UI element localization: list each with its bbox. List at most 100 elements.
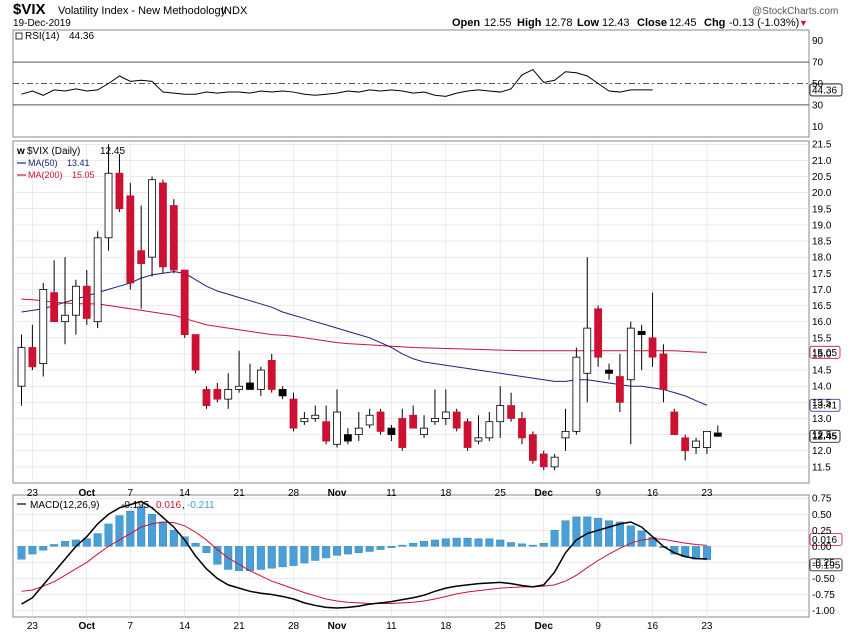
price-x-label-1: Oct <box>78 488 95 499</box>
close-value-box-label: 12.45 <box>812 432 837 443</box>
macd-tick-label-4: 0.00 <box>812 542 832 553</box>
macd-x-label-2: 7 <box>128 621 134 632</box>
price-tick-label-8: 15.5 <box>812 333 832 344</box>
ma50-value-label: 13.41 <box>67 158 90 168</box>
candle-body <box>354 427 363 436</box>
price-tick-label-7: 15.0 <box>812 349 832 360</box>
candle-body <box>256 369 265 390</box>
macd-hist-bar-10 <box>126 510 135 547</box>
candle-40 <box>452 408 461 432</box>
candle-body <box>289 398 298 429</box>
price-x-label-9: 25 <box>495 488 507 499</box>
candle-body <box>659 353 668 390</box>
rsi-tick-label-4: 90 <box>812 36 824 47</box>
candle-61 <box>681 434 690 461</box>
candle-3 <box>50 260 59 323</box>
macd-hist-bar-22 <box>256 546 265 570</box>
macd-value-box <box>809 558 843 572</box>
macd-value-box-label: -0.195 <box>812 560 841 571</box>
candle-43 <box>485 412 494 442</box>
macd-hist-bar-9 <box>115 515 124 547</box>
chg-label: Chg <box>704 17 725 29</box>
candle-34 <box>387 424 396 442</box>
price-tick-label-10: 16.5 <box>812 301 832 312</box>
macd-x-label-11: 9 <box>595 621 601 632</box>
candle-41 <box>463 418 472 451</box>
rsi-value-box-label: 44.36 <box>812 85 837 96</box>
candle-body <box>213 389 222 400</box>
candle-body <box>474 437 483 442</box>
macd-hist-bar-1 <box>28 546 37 555</box>
header-symbol: $VIX <box>13 1 46 18</box>
candle-body <box>169 205 178 271</box>
candle-legend-icon: w <box>16 146 25 157</box>
signal-value-box <box>809 532 843 546</box>
header-date: 19-Dec-2019 <box>13 18 71 29</box>
macd-hist-bar-12 <box>148 514 157 547</box>
low-value: 12.43 <box>602 17 630 29</box>
candle-59 <box>659 344 668 403</box>
candle-12 <box>148 176 156 277</box>
candle-39 <box>441 389 450 425</box>
chg-value: -0.13 (-1.03%) <box>729 17 799 29</box>
price-x-label-0: 23 <box>27 488 39 499</box>
macd-x-label-5: 28 <box>288 621 300 632</box>
price-tick-label-0: 11.5 <box>812 462 831 473</box>
candles: 15.05 13.41 12.45 <box>17 144 841 471</box>
candle-body <box>246 382 254 390</box>
candle-body <box>93 237 102 323</box>
macd-x-label-10: Dec <box>535 621 554 632</box>
macd-x-label-4: 21 <box>234 621 246 632</box>
candle-body <box>398 418 407 448</box>
candle-body <box>485 421 494 439</box>
candle-body <box>528 434 537 461</box>
macd-x-label-6: Nov <box>328 621 347 632</box>
macd-hist-bar-13 <box>158 521 167 547</box>
macd-hist-bar-37 <box>420 541 429 547</box>
price-x-label-8: 18 <box>440 488 452 499</box>
candle-body <box>343 434 352 442</box>
macd-hist-bar-43 <box>485 538 494 547</box>
candle-body <box>605 369 613 374</box>
axes: 10 30 50 70 90 11.5 12.0 12.5 13.0 13.5 14.0 14.5 15… <box>27 36 835 632</box>
candle-body <box>583 327 592 374</box>
candle-body <box>431 418 439 423</box>
rsi-tick-label-2: 50 <box>812 79 824 90</box>
candle-60 <box>670 408 679 436</box>
ma50-value-box-label: 13.41 <box>812 401 837 412</box>
quote-line: Open 12.55 High 12.78 Low 12.43 Close 12… <box>452 17 808 29</box>
price-tick-label-20: 21.5 <box>812 140 832 151</box>
macd-hist-bar-6 <box>82 538 91 547</box>
macd-hist-bar-32 <box>365 546 374 552</box>
macd-hist-bar-47 <box>528 544 537 547</box>
macd-tick-label-2: -0.50 <box>812 574 835 585</box>
macd-hist-bar-46 <box>517 543 526 547</box>
macd-x-label-7: 11 <box>386 621 397 632</box>
macd-tick-label-7: 0.75 <box>812 494 832 505</box>
candle-body <box>50 292 59 323</box>
macd-tick-label-6: 0.50 <box>812 510 832 521</box>
candle-16 <box>191 334 200 374</box>
candle-body <box>409 414 418 429</box>
macd-tick-label-0: -1.00 <box>812 606 835 617</box>
price-tick-label-1: 12.0 <box>812 446 832 457</box>
candle-body <box>104 172 113 239</box>
candle-35 <box>398 408 407 451</box>
candle-body <box>224 389 233 400</box>
candle-body <box>507 405 516 419</box>
price-tick-label-12: 17.5 <box>812 269 832 280</box>
macd-hist-bar-2 <box>39 546 48 551</box>
candle-10 <box>126 182 135 290</box>
macd-hist-bar-31 <box>354 546 363 553</box>
candle-29 <box>333 389 341 448</box>
macd-hist-bar-51 <box>572 516 581 547</box>
header-name: Volatility Index - New Methodology <box>58 5 227 17</box>
ma50-name-label: MA(50) <box>28 158 58 168</box>
macd-hist-bar-21 <box>245 546 254 571</box>
macd-hist-bar-0 <box>17 546 26 560</box>
price-x-label-10: Dec <box>535 488 554 499</box>
candle-63 <box>703 430 711 454</box>
macd-hist-bar-29 <box>333 546 342 556</box>
rsi-tick-label-1: 30 <box>812 100 824 111</box>
macd-hist-bar-55 <box>615 521 624 547</box>
